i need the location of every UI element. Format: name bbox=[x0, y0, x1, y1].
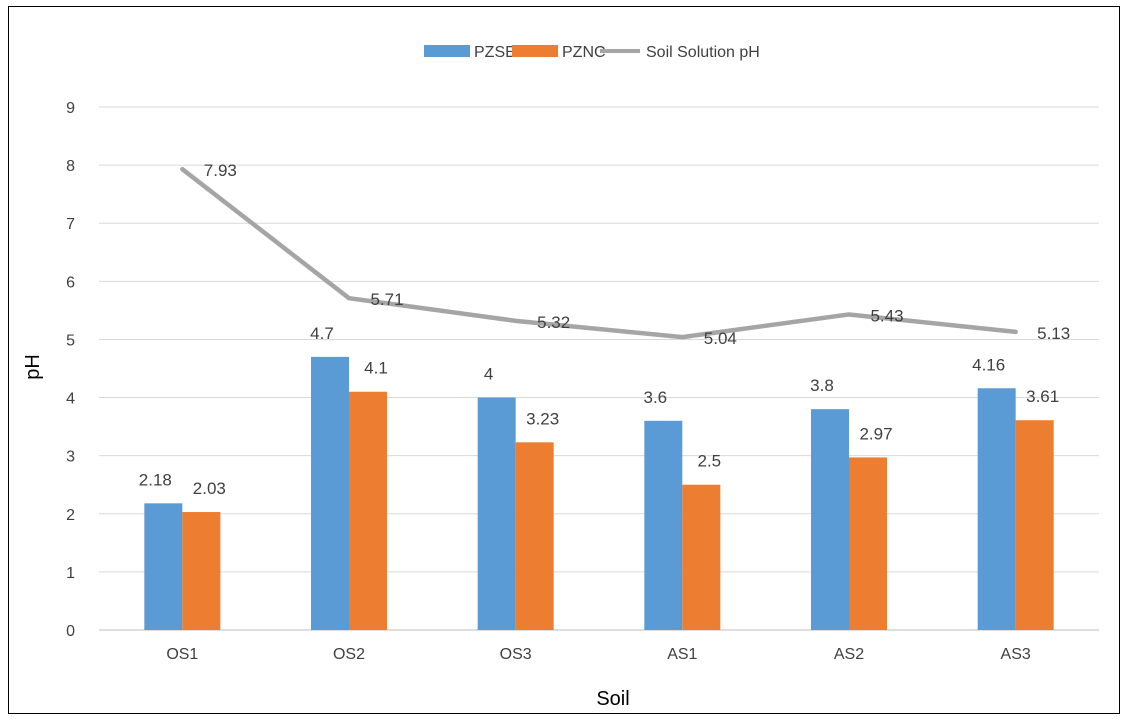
bar-pzse-as3 bbox=[977, 388, 1016, 630]
y-tick-label: 0 bbox=[66, 623, 75, 640]
y-tick-label: 8 bbox=[66, 158, 75, 175]
data-label-pzse: 4 bbox=[484, 365, 493, 384]
gridlines bbox=[99, 106, 1099, 631]
data-label-soil-solution-ph: 5.43 bbox=[870, 306, 903, 325]
bar-pzse-os2 bbox=[311, 356, 349, 630]
data-label-soil-solution-ph: 5.04 bbox=[704, 329, 737, 348]
y-tick-label: 5 bbox=[66, 332, 75, 349]
x-tick-label: AS3 bbox=[1001, 646, 1031, 663]
data-label-pznc: 2.97 bbox=[859, 424, 892, 443]
line-soil-solution-ph bbox=[180, 166, 1018, 340]
legend-item: Soil Solution pH bbox=[600, 44, 760, 61]
bar-pzse-as2 bbox=[811, 409, 849, 630]
data-label-pznc: 3.23 bbox=[526, 409, 559, 428]
y-tick-label: 6 bbox=[66, 274, 75, 291]
x-tick-label: OS1 bbox=[166, 646, 198, 663]
bar-pznc-as1 bbox=[682, 484, 721, 630]
bar-pznc-as2 bbox=[849, 457, 887, 630]
bar-pznc-os1 bbox=[182, 512, 221, 630]
x-axis-title: Soil bbox=[596, 688, 629, 710]
data-label-soil-solution-ph: 5.71 bbox=[370, 290, 403, 309]
bar-pznc-os3 bbox=[515, 442, 554, 630]
y-tick-label: 1 bbox=[66, 565, 75, 582]
bar-pznc-os2 bbox=[349, 391, 387, 630]
data-label-pzse: 2.18 bbox=[139, 470, 172, 489]
chart-frame: 0 1 2 3 4 5 6 7 8 9 2.18 4.7 4 3.6 3.8 4.16 2.03 4.1 3.23… bbox=[8, 6, 1120, 714]
x-tick-label: AS2 bbox=[834, 646, 864, 663]
legend-item: PZSE bbox=[424, 44, 516, 61]
legend-label: Soil Solution pH bbox=[646, 44, 760, 61]
y-axis-title: pH bbox=[22, 354, 44, 380]
data-label-pzse: 3.8 bbox=[810, 376, 834, 395]
x-tick-label: OS2 bbox=[333, 646, 365, 663]
y-tick-label: 3 bbox=[66, 449, 75, 466]
chart-svg: 0 1 2 3 4 5 6 7 8 9 2.18 4.7 4 3.6 3.8 4.16 2.03 4.1 3.23… bbox=[22, 44, 1099, 710]
bar-pzse-os1 bbox=[144, 503, 183, 630]
data-label-soil-solution-ph: 7.93 bbox=[204, 161, 237, 180]
x-tick-label: OS3 bbox=[500, 646, 532, 663]
data-label-pzse: 4.7 bbox=[310, 324, 334, 343]
legend: PZSE PZNC Soil Solution pH bbox=[424, 44, 760, 61]
data-label-pznc: 3.61 bbox=[1026, 387, 1059, 406]
x-tick-label: AS1 bbox=[667, 646, 697, 663]
bar-pzse-os3 bbox=[477, 397, 516, 630]
legend-label: PZNC bbox=[562, 44, 606, 61]
y-tick-label: 2 bbox=[66, 507, 75, 524]
legend-label: PZSE bbox=[474, 44, 516, 61]
data-label-pzse: 3.6 bbox=[644, 388, 668, 407]
x-tick-labels: OS1 OS2 OS3 AS1 AS2 AS3 bbox=[166, 646, 1031, 663]
legend-swatch bbox=[512, 45, 558, 57]
data-label-pznc: 4.1 bbox=[364, 359, 388, 378]
y-tick-labels: 0 1 2 3 4 5 6 7 8 9 bbox=[66, 100, 75, 640]
bar-pzse-as1 bbox=[644, 420, 683, 630]
data-labels: 2.18 4.7 4 3.6 3.8 4.16 2.03 4.1 3.23 2.5 2.97 3.61… bbox=[139, 161, 1070, 498]
data-label-pzse: 4.16 bbox=[972, 355, 1005, 374]
data-label-pznc: 2.03 bbox=[193, 479, 226, 498]
legend-swatch bbox=[424, 45, 470, 57]
line-series bbox=[180, 166, 1018, 340]
bar-pznc-as3 bbox=[1015, 420, 1054, 630]
data-label-pznc: 2.5 bbox=[698, 452, 722, 471]
legend-item: PZNC bbox=[512, 44, 606, 61]
y-tick-label: 9 bbox=[66, 100, 75, 117]
bars bbox=[144, 356, 1054, 630]
y-tick-label: 4 bbox=[66, 391, 75, 408]
data-label-soil-solution-ph: 5.32 bbox=[537, 313, 570, 332]
y-tick-label: 7 bbox=[66, 216, 75, 233]
data-label-soil-solution-ph: 5.13 bbox=[1037, 324, 1070, 343]
